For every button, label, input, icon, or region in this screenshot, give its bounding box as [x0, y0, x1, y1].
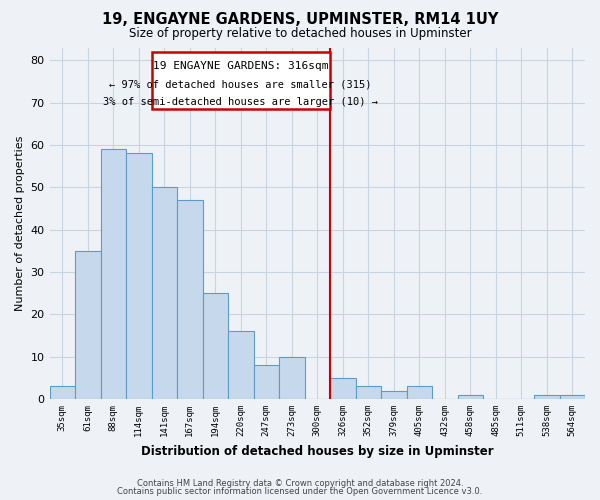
- Bar: [152, 188, 177, 399]
- Bar: [356, 386, 381, 399]
- Bar: [75, 251, 101, 399]
- Text: 3% of semi-detached houses are larger (10) →: 3% of semi-detached houses are larger (1…: [103, 98, 378, 108]
- Y-axis label: Number of detached properties: Number of detached properties: [15, 136, 25, 311]
- Bar: [458, 395, 483, 399]
- Bar: [381, 390, 407, 399]
- Bar: [534, 395, 560, 399]
- X-axis label: Distribution of detached houses by size in Upminster: Distribution of detached houses by size …: [141, 444, 494, 458]
- Bar: [279, 356, 305, 399]
- Bar: [254, 365, 279, 399]
- Text: 19 ENGAYNE GARDENS: 316sqm: 19 ENGAYNE GARDENS: 316sqm: [153, 61, 328, 71]
- Bar: [177, 200, 203, 399]
- Text: ← 97% of detached houses are smaller (315): ← 97% of detached houses are smaller (31…: [109, 80, 372, 90]
- Text: Contains HM Land Registry data © Crown copyright and database right 2024.: Contains HM Land Registry data © Crown c…: [137, 478, 463, 488]
- Text: Contains public sector information licensed under the Open Government Licence v3: Contains public sector information licen…: [118, 487, 482, 496]
- Bar: [330, 378, 356, 399]
- Bar: [228, 332, 254, 399]
- Bar: [203, 293, 228, 399]
- Bar: [101, 149, 126, 399]
- Bar: [126, 154, 152, 399]
- Bar: [560, 395, 585, 399]
- FancyBboxPatch shape: [152, 52, 329, 109]
- Text: 19, ENGAYNE GARDENS, UPMINSTER, RM14 1UY: 19, ENGAYNE GARDENS, UPMINSTER, RM14 1UY: [102, 12, 498, 28]
- Bar: [50, 386, 75, 399]
- Text: Size of property relative to detached houses in Upminster: Size of property relative to detached ho…: [128, 28, 472, 40]
- Bar: [407, 386, 432, 399]
